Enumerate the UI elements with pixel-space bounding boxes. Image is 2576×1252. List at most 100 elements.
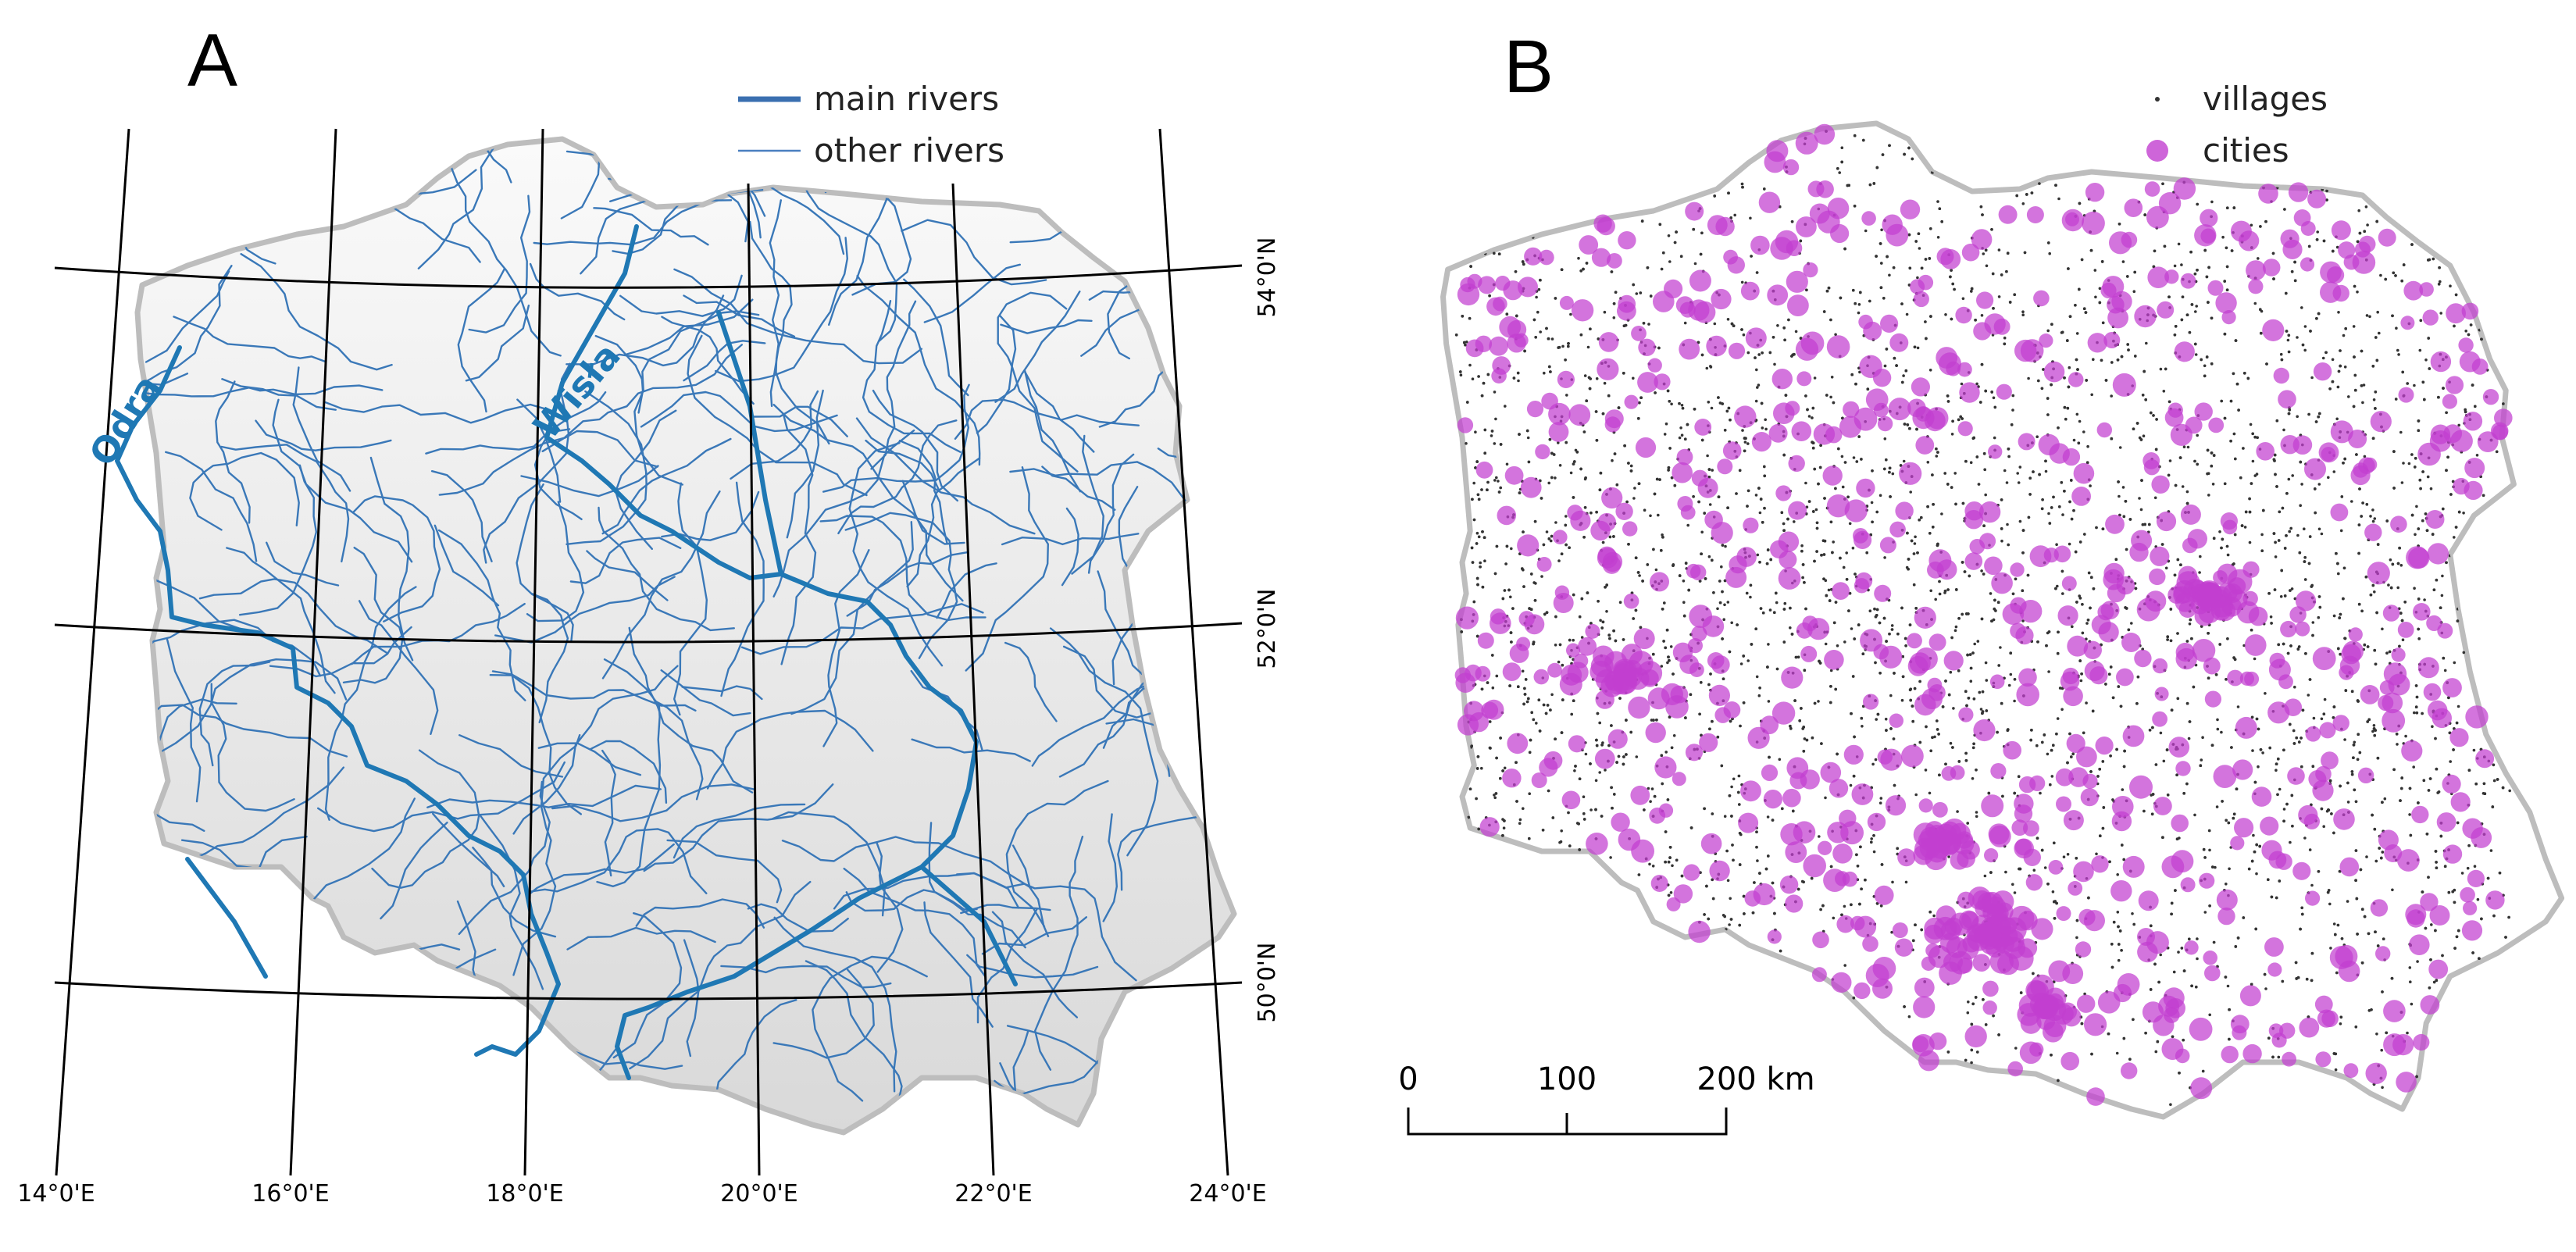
village-dot [2225, 246, 2228, 250]
other-river [901, 219, 1047, 286]
village-dot [1865, 551, 1868, 555]
other-river [312, 797, 416, 901]
village-dot [1479, 565, 1482, 569]
other-river [673, 482, 708, 716]
village-dot [1954, 625, 1958, 629]
village-dot [1667, 234, 1671, 237]
village-dot [2307, 694, 2310, 697]
village-dot [1518, 822, 1522, 825]
village-dot [1739, 662, 1743, 665]
village-dot [1860, 458, 1863, 461]
village-dot [1746, 505, 1749, 508]
village-dot [1683, 321, 1687, 325]
village-dot [2413, 383, 2416, 387]
other-river [772, 968, 875, 1059]
other-river [272, 398, 413, 563]
village-dot [2047, 630, 2051, 633]
village-dot [2159, 731, 2163, 735]
village-dot [1904, 880, 1908, 884]
village-dot [2225, 819, 2228, 822]
other-river [376, 139, 512, 184]
village-dot [2289, 840, 2292, 844]
village-dot [1594, 779, 1598, 783]
village-dot [1843, 640, 1846, 644]
village-dot [1949, 670, 1953, 674]
village-dot [2432, 257, 2435, 261]
village-dot [2196, 462, 2199, 466]
village-dot [1480, 766, 1483, 770]
village-dot [1533, 519, 1537, 523]
village-dot [1749, 216, 1752, 220]
village-dot [2298, 740, 2301, 744]
village-dot [1521, 567, 1524, 570]
village-dot [1537, 698, 1541, 701]
village-dot [1672, 734, 1676, 737]
village-dot [1707, 401, 1711, 404]
village-dot [2009, 672, 2013, 676]
village-dot [2507, 915, 2510, 919]
village-dot [2353, 740, 2357, 744]
village-dot [1969, 461, 1973, 464]
village-dot [2388, 650, 2392, 654]
other-river [324, 586, 417, 821]
village-dot [1491, 686, 1495, 690]
village-dot [1454, 334, 1458, 337]
other-river [526, 828, 708, 894]
village-dot [2384, 277, 2387, 281]
village-dot [2000, 539, 2003, 543]
village-dot [1996, 730, 1999, 734]
village-dot [1651, 865, 1655, 868]
village-dot [2250, 223, 2253, 227]
village-dot [1978, 690, 1982, 694]
village-dot [2118, 446, 2122, 449]
village-dot [2303, 556, 2307, 559]
other-river [137, 518, 266, 637]
village-dot [2337, 311, 2340, 314]
village-dot [2417, 527, 2421, 530]
village-dot [2218, 530, 2221, 533]
village-dot [1950, 636, 1953, 640]
village-dot [2378, 331, 2381, 335]
village-dot [1738, 832, 1742, 835]
village-dot [2201, 736, 2204, 739]
village-dot [1872, 850, 1876, 854]
village-dot [1521, 669, 1525, 673]
village-dot [2028, 476, 2032, 480]
village-dot [2339, 612, 2342, 616]
village-dot [1679, 426, 1682, 430]
village-dot [1557, 660, 1561, 664]
other-river [165, 451, 258, 562]
village-dot [2192, 685, 2196, 689]
other-river [516, 483, 574, 643]
village-dot [1680, 404, 1684, 407]
village-dot [1664, 422, 1668, 426]
villages-layer [1454, 130, 2511, 1106]
village-dot [2068, 542, 2071, 546]
meridian-line [747, 183, 761, 1176]
village-dot [2363, 455, 2367, 458]
other-river [601, 749, 616, 877]
village-dot [1928, 791, 1932, 795]
village-dot [2243, 526, 2247, 529]
other-river [1062, 645, 1165, 719]
village-dot [1811, 406, 1815, 410]
village-dot [1468, 787, 1472, 790]
village-dot [2404, 734, 2407, 738]
village-dot [2216, 727, 2220, 731]
village-dot [1738, 803, 1741, 806]
village-dot [1589, 808, 1593, 811]
other-river [872, 389, 958, 502]
other-river [1011, 844, 1050, 937]
village-dot [1953, 629, 1957, 633]
village-dot [1950, 433, 1954, 436]
village-dot [1851, 546, 1855, 550]
village-dot [2392, 271, 2396, 275]
other-river [266, 541, 340, 587]
village-dot [1936, 728, 1939, 731]
village-dot [2291, 474, 2294, 477]
village-dot [2032, 869, 2036, 872]
village-dot [1891, 472, 1895, 476]
village-dot [1495, 476, 1498, 480]
village-dot [2371, 729, 2374, 733]
village-dot [2321, 356, 2325, 360]
